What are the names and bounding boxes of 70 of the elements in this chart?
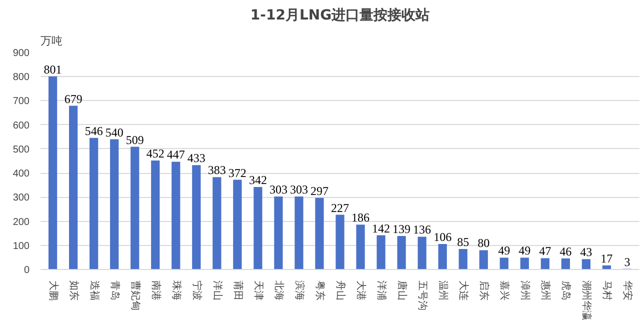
x-tick-label: 启东 <box>478 280 490 300</box>
x-tick-label: 曹妃甸 <box>129 280 142 310</box>
data-label: 509 <box>126 132 144 147</box>
x-tick-label: 北海 <box>272 280 285 300</box>
x-tick-label: 五号沟 <box>416 280 429 310</box>
x-tick-label: 宁波 <box>190 280 203 300</box>
y-tick-label: 400 <box>12 168 30 180</box>
data-label: 47 <box>539 244 552 258</box>
x-tick-label: 虎岛 <box>560 280 572 300</box>
data-label: 546 <box>84 124 103 138</box>
y-tick-label: 200 <box>12 216 30 228</box>
data-label: 433 <box>187 151 206 166</box>
y-tick-label: 600 <box>12 120 30 132</box>
y-tick-label: 800 <box>12 72 30 84</box>
x-tick-label: 马村 <box>601 280 614 300</box>
data-label: 227 <box>331 200 349 215</box>
x-tick-label: 大港 <box>355 280 368 300</box>
data-label: 85 <box>457 235 470 250</box>
x-tick-label: 天津 <box>252 280 264 300</box>
data-label: 372 <box>228 166 246 180</box>
data-label: 136 <box>413 222 432 237</box>
x-tick-label: 珠海 <box>170 280 182 300</box>
y-axis-title: 万吨 <box>40 34 62 48</box>
data-label: 3 <box>624 254 630 269</box>
data-label: 447 <box>166 148 185 162</box>
x-tick-label: 洋浦 <box>376 280 388 300</box>
x-tick-label: 大连 <box>458 280 470 300</box>
y-tick-label: 300 <box>12 192 30 204</box>
data-label: 679 <box>64 92 82 106</box>
x-tick-label: 惠州 <box>540 280 552 300</box>
data-label: 43 <box>580 245 592 260</box>
x-tick-label: 滨海 <box>293 280 306 300</box>
y-tick-label: 100 <box>12 240 30 252</box>
data-label: 342 <box>248 173 267 188</box>
y-tick-label: 900 <box>12 48 30 59</box>
x-tick-label: 迭福 <box>88 280 100 300</box>
data-label: 142 <box>372 221 390 236</box>
y-tick-label: 500 <box>12 144 30 156</box>
x-tick-label: 大鹏 <box>47 280 60 300</box>
y-tick-label: 700 <box>12 96 30 108</box>
x-tick-label: 青岛 <box>108 280 121 300</box>
data-label: 452 <box>146 146 164 161</box>
x-tick-label: 漳州 <box>519 280 532 300</box>
data-label: 801 <box>44 62 62 76</box>
chart-title: 1-12月LNG进口量按接收站 <box>250 6 430 24</box>
x-tick-label: 南港 <box>150 280 162 300</box>
data-label: 46 <box>560 244 572 258</box>
x-tick-label: 如东 <box>68 280 80 300</box>
data-label: 49 <box>498 244 510 258</box>
x-tick-label: 莆田 <box>232 280 244 300</box>
x-tick-label: 嘉兴 <box>498 280 511 300</box>
data-label: 383 <box>208 163 226 178</box>
data-label: 49 <box>518 244 531 258</box>
x-tick-label: 温州 <box>437 280 450 300</box>
data-label: 303 <box>290 182 308 196</box>
data-label: 303 <box>269 182 288 196</box>
y-tick-label: 0 <box>24 265 30 276</box>
x-tick-label: 舟山 <box>334 280 346 300</box>
data-label: 139 <box>392 222 411 236</box>
data-label: 297 <box>310 184 328 198</box>
x-tick-label: 粤东 <box>314 280 326 300</box>
data-label: 17 <box>600 251 613 266</box>
data-label: 186 <box>352 210 370 225</box>
x-tick-label: 潮州华瀛 <box>580 280 593 320</box>
data-label: 80 <box>478 236 490 250</box>
x-tick-label: 唐山 <box>396 280 408 300</box>
x-tick-label: 洋山 <box>211 280 224 300</box>
x-tick-label: 华安 <box>622 280 634 300</box>
data-label: 540 <box>105 125 124 140</box>
data-label: 106 <box>434 230 452 244</box>
